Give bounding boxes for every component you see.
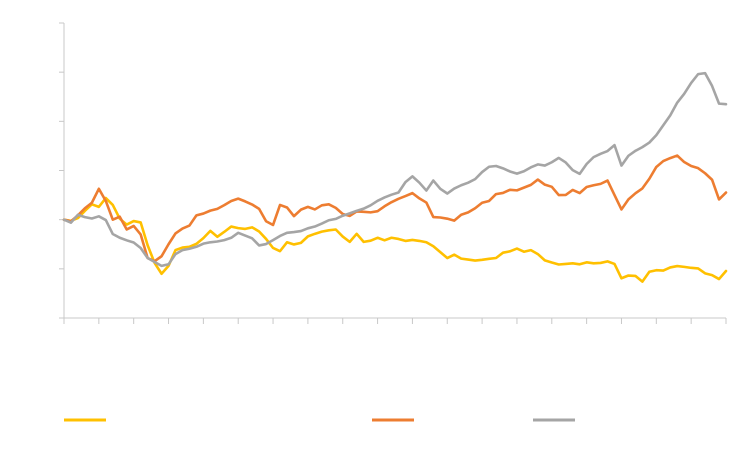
y-axis-ticks bbox=[59, 22, 64, 319]
series-line-1 bbox=[62, 196, 728, 283]
x-axis-ticks bbox=[63, 318, 727, 324]
series-line-2 bbox=[62, 154, 728, 263]
series-lines bbox=[62, 71, 728, 283]
series-line-3 bbox=[62, 71, 728, 268]
chart-axes bbox=[63, 23, 726, 319]
